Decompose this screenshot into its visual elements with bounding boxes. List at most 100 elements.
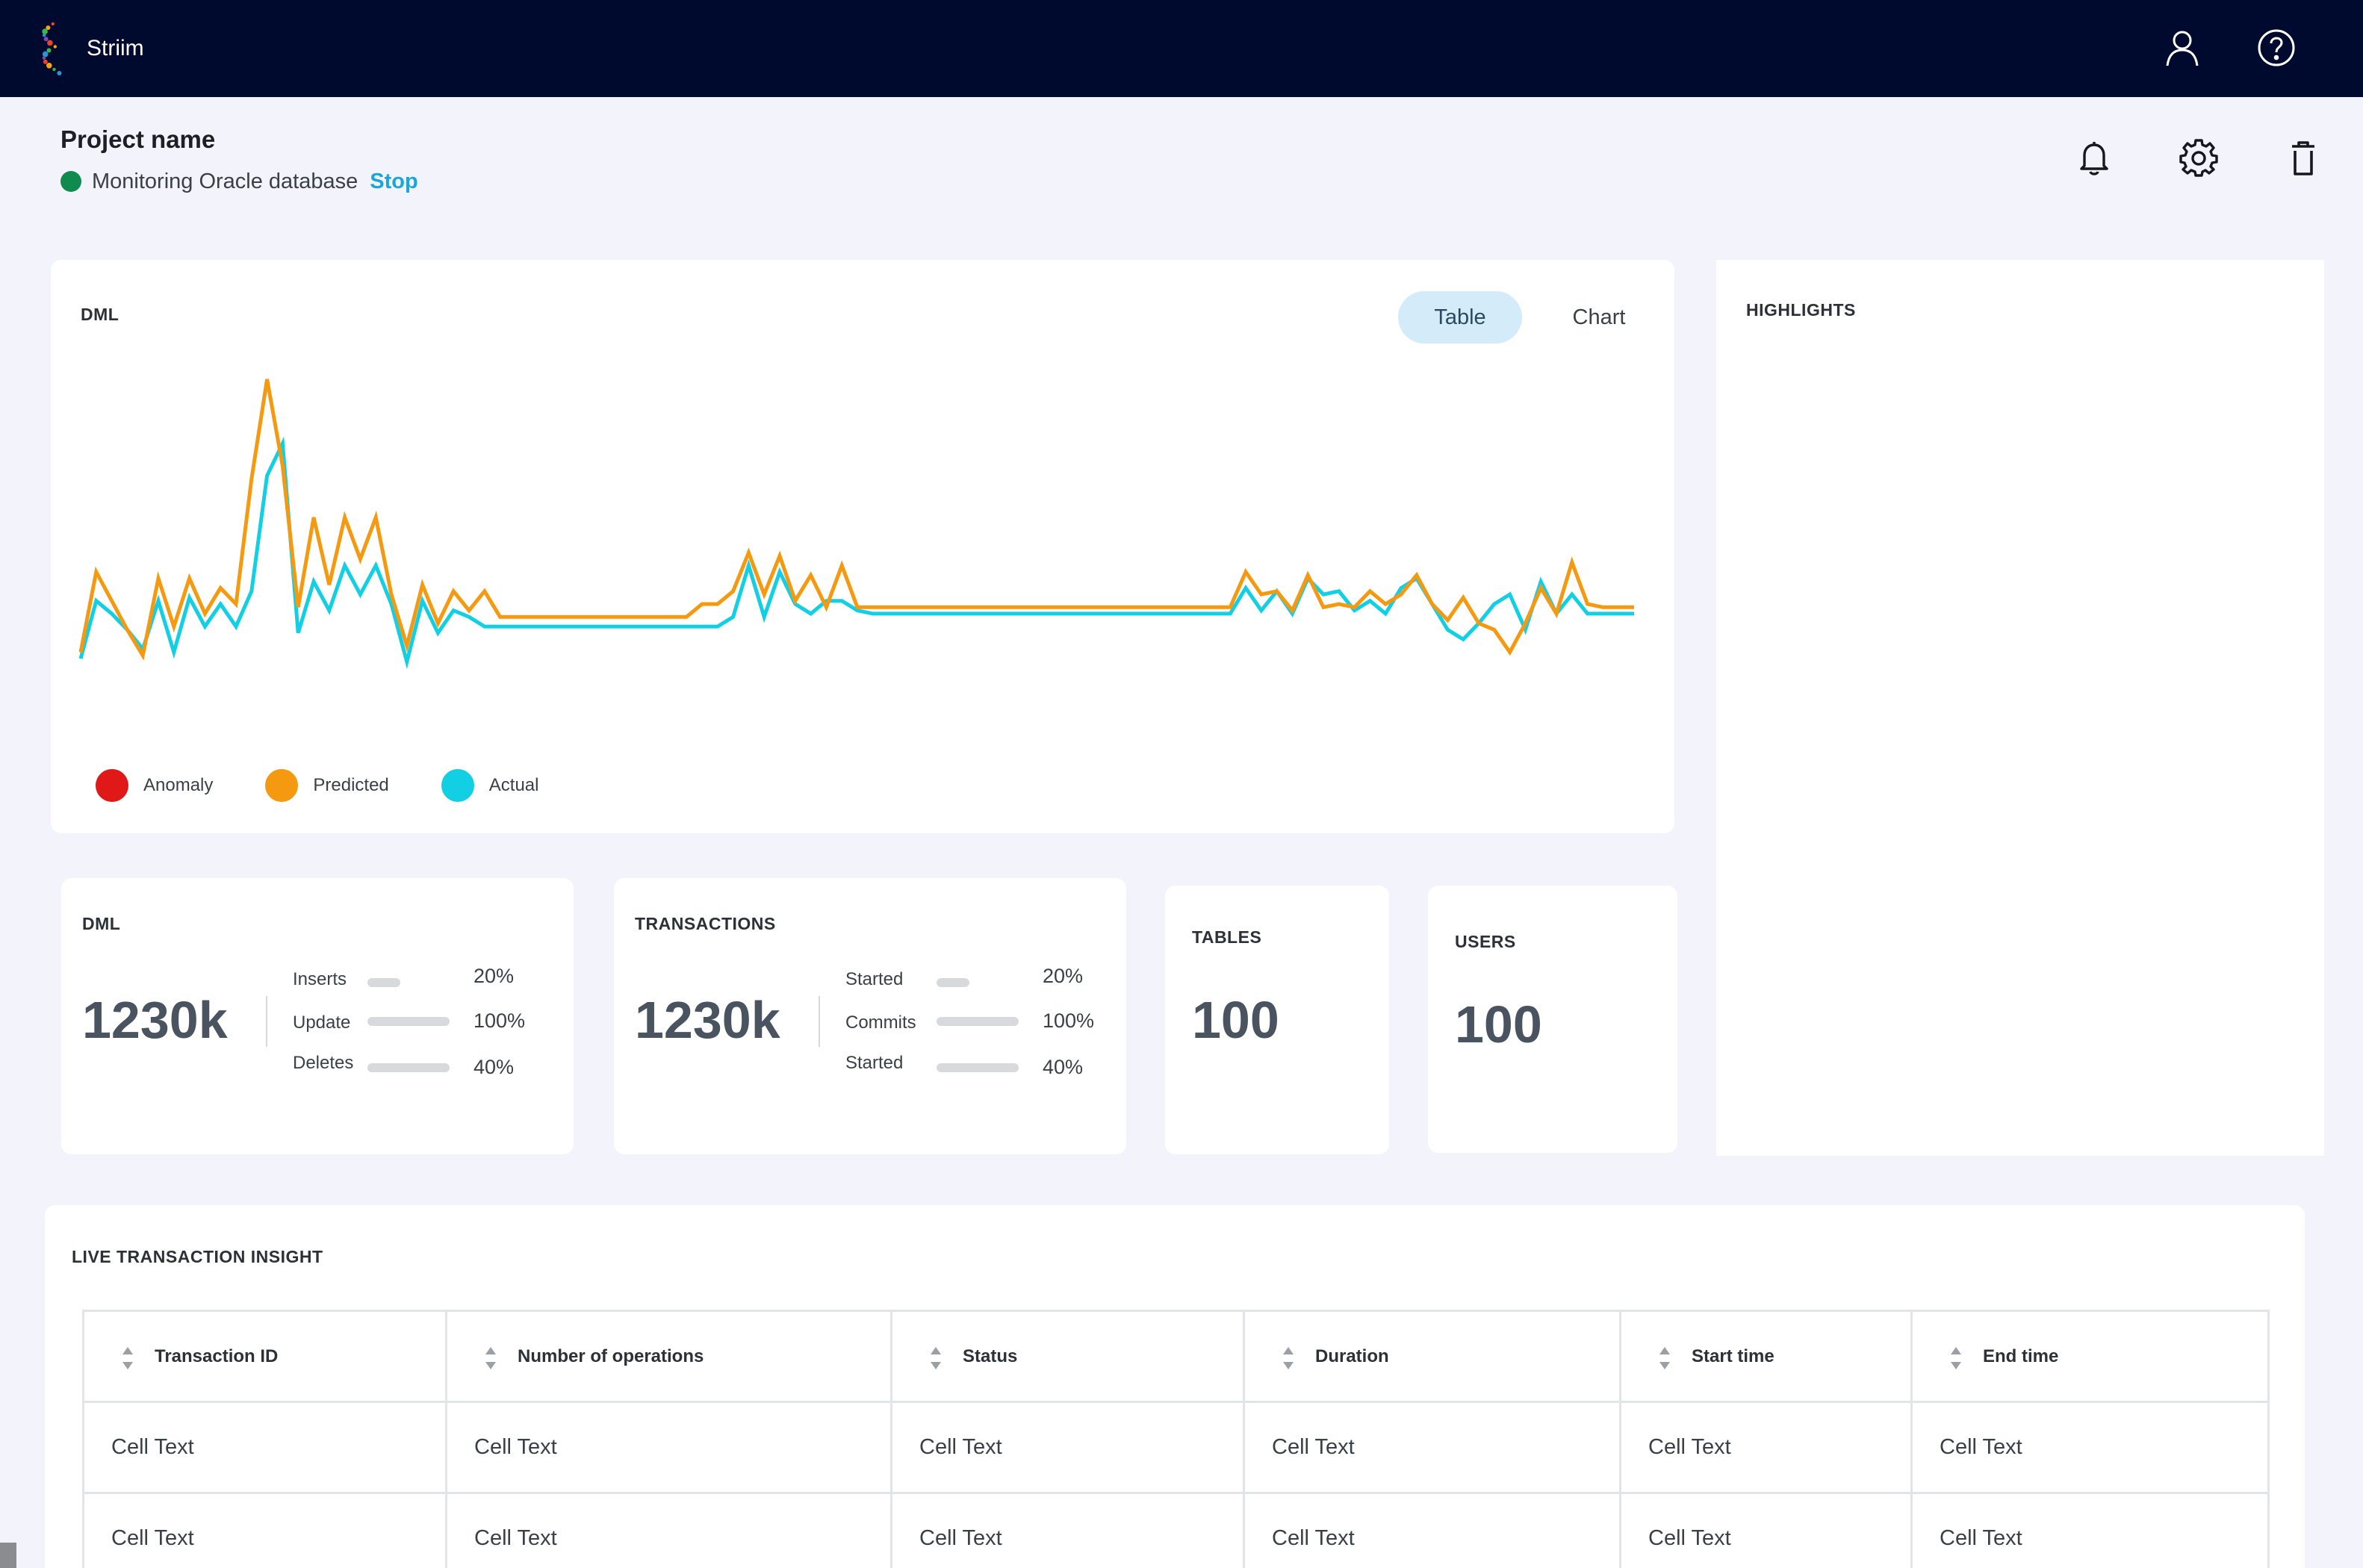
stat-divider [266,996,267,1047]
legend-item-actual: Actual [441,769,539,802]
scroll-corner [0,1543,16,1568]
dml-inserts-pct: 20% [473,965,515,987]
transactions-commits-label: Commits [845,1012,916,1033]
sort-icon[interactable] [120,1345,135,1372]
dml-update-bar [367,1017,450,1026]
column-header-transaction-id[interactable]: Transaction ID [82,1310,447,1403]
table-cell: Cell Text [1243,1401,1621,1494]
users-stat-card: USERS 100 [1428,886,1677,1153]
transactions-stat-value: 1230k [635,991,780,1049]
dml-update-label: Update [293,1012,351,1033]
dml-deletes-pct: 40% [473,1056,515,1078]
logo-dot [47,40,53,46]
highlights-title: HIGHLIGHTS [1746,300,1856,320]
table-cell: Cell Text [890,1401,1245,1494]
stat-divider [819,996,820,1047]
users-stat-title: USERS [1455,932,1516,951]
column-header-number-of-operations[interactable]: Number of operations [445,1310,892,1403]
gear-icon[interactable] [2179,139,2218,178]
chart-view-toggle[interactable]: Chart [1572,305,1626,329]
transactions-commits-pct: 100% [1043,1009,1095,1032]
tables-stat-title: TABLES [1192,927,1262,947]
legend-anomaly-swatch [96,769,128,802]
logo-dot [43,59,48,64]
transactions-table: Transaction ID Number of operations Stat… [82,1310,2270,1568]
sort-icon[interactable] [483,1345,498,1372]
sort-icon[interactable] [1949,1345,1963,1372]
live-transaction-insight-card: LIVE TRANSACTION INSIGHT Transaction ID … [45,1205,2305,1568]
legend-predicted-label: Predicted [313,775,389,795]
logo-dot [53,45,57,49]
tables-stat-card: TABLES 100 [1165,886,1389,1154]
transactions-commits-bar [937,1017,1019,1026]
project-status: Monitoring Oracle database Stop [60,167,418,196]
logo-dot [42,56,46,60]
status-text: Monitoring Oracle database [92,169,358,193]
striim-logo [42,22,62,75]
transactions-stat-title: TRANSACTIONS [635,914,776,933]
bell-icon[interactable] [2075,139,2114,178]
column-header-start-time[interactable]: Start time [1619,1310,1913,1403]
dml-chart-card: DML Table Chart Anomaly Predicted Actual [51,260,1674,833]
logo-dot [42,28,48,34]
brand-name: Striim [87,36,144,60]
transactions-started-bar [937,978,969,987]
logo-dot [46,63,52,69]
chart-legend: Anomaly Predicted Actual [96,769,591,802]
dml-deletes-label: Deletes [293,1053,354,1073]
logo-dot [57,71,62,75]
column-header-status[interactable]: Status [890,1310,1245,1403]
table-row[interactable]: Cell Text Cell Text Cell Text Cell Text … [82,1401,2270,1494]
table-row[interactable]: Cell Text Cell Text Cell Text Cell Text … [82,1492,2270,1568]
table-cell: Cell Text [82,1492,447,1568]
dml-stat-title: DML [82,914,121,933]
table-cell: Cell Text [1910,1401,2270,1494]
transactions-started-label: Started [845,969,904,989]
transactions-started2-label: Started [845,1053,904,1073]
status-indicator-icon [60,171,81,192]
project-name: Project name [60,125,216,153]
table-view-toggle[interactable]: Table [1398,291,1522,343]
logo-dot [42,34,46,37]
trash-icon[interactable] [2284,139,2323,178]
help-icon[interactable] [2255,27,2297,69]
legend-actual-label: Actual [488,775,539,795]
table-cell: Cell Text [445,1492,892,1568]
table-cell: Cell Text [445,1401,892,1494]
table-header-row: Transaction ID Number of operations Stat… [82,1310,2270,1403]
logo-dot [46,25,51,31]
stop-button[interactable]: Stop [370,169,418,193]
logo-dot [52,67,56,72]
dml-stat-card: DML 1230k Inserts 20% Update 100% Delete… [61,878,574,1154]
dml-line-chart [78,379,1634,670]
user-icon[interactable] [2161,27,2203,69]
dml-inserts-label: Inserts [293,969,347,989]
dml-deletes-bar [367,1063,450,1072]
column-header-duration[interactable]: Duration [1243,1310,1621,1403]
transactions-stat-card: TRANSACTIONS 1230k Started 20% Commits 1… [614,878,1126,1154]
sort-icon[interactable] [928,1345,943,1372]
sort-icon[interactable] [1281,1345,1296,1372]
logo-dot [42,51,49,57]
series-line-actual [78,436,1634,670]
column-header-end-time[interactable]: End time [1910,1310,2270,1403]
highlights-panel: HIGHLIGHTS [1716,260,2324,1156]
legend-anomaly-label: Anomaly [143,775,214,795]
sort-icon[interactable] [1657,1345,1672,1372]
dml-stat-value: 1230k [82,991,228,1049]
tables-stat-value: 100 [1192,991,1279,1049]
table-cell: Cell Text [890,1492,1245,1568]
dml-chart-title: DML [81,305,119,324]
legend-predicted-swatch [265,769,299,802]
transactions-started-pct: 20% [1043,965,1084,987]
table-cell: Cell Text [1243,1492,1621,1568]
live-insight-title: LIVE TRANSACTION INSIGHT [72,1247,323,1266]
transactions-started2-bar [937,1063,1019,1072]
table-cell: Cell Text [82,1401,447,1494]
dml-update-pct: 100% [473,1009,526,1032]
dml-inserts-bar [367,978,400,987]
logo-dot [46,48,52,53]
legend-item-predicted: Predicted [265,769,389,802]
legend-actual-swatch [441,769,474,802]
series-line-predicted [78,379,1634,661]
